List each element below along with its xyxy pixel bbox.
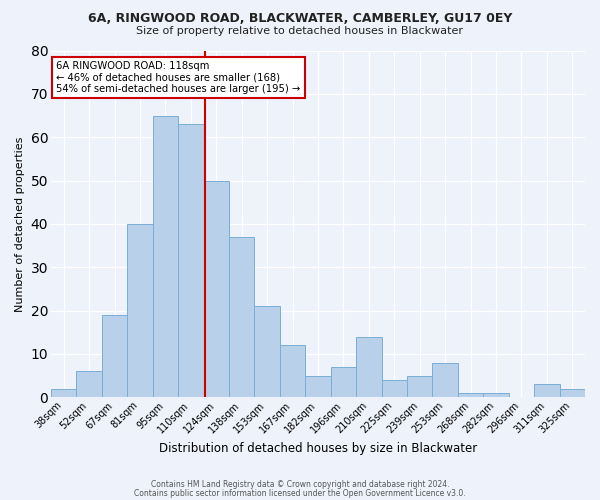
Text: 6A RINGWOOD ROAD: 118sqm
← 46% of detached houses are smaller (168)
54% of semi-: 6A RINGWOOD ROAD: 118sqm ← 46% of detach… (56, 61, 301, 94)
Bar (382, 380, 407, 398)
Text: 6A, RINGWOOD ROAD, BLACKWATER, CAMBERLEY, GU17 0EY: 6A, RINGWOOD ROAD, BLACKWATER, CAMBERLEY… (88, 12, 512, 26)
Text: Size of property relative to detached houses in Blackwater: Size of property relative to detached ho… (137, 26, 464, 36)
Bar (152, 116, 178, 398)
Bar (76, 372, 102, 398)
Bar (407, 376, 433, 398)
Bar (102, 315, 127, 398)
Text: Contains HM Land Registry data © Crown copyright and database right 2024.: Contains HM Land Registry data © Crown c… (151, 480, 449, 489)
Bar (483, 393, 509, 398)
Bar (356, 336, 382, 398)
Bar (433, 362, 458, 398)
Bar (229, 237, 254, 398)
Bar (534, 384, 560, 398)
Bar (203, 180, 229, 398)
Bar (127, 224, 152, 398)
Y-axis label: Number of detached properties: Number of detached properties (15, 136, 25, 312)
Bar (178, 124, 203, 398)
Bar (51, 388, 76, 398)
Bar (280, 346, 305, 398)
X-axis label: Distribution of detached houses by size in Blackwater: Distribution of detached houses by size … (159, 442, 477, 455)
Bar (458, 393, 483, 398)
Bar (254, 306, 280, 398)
Text: Contains public sector information licensed under the Open Government Licence v3: Contains public sector information licen… (134, 488, 466, 498)
Bar (305, 376, 331, 398)
Bar (560, 388, 585, 398)
Bar (331, 367, 356, 398)
